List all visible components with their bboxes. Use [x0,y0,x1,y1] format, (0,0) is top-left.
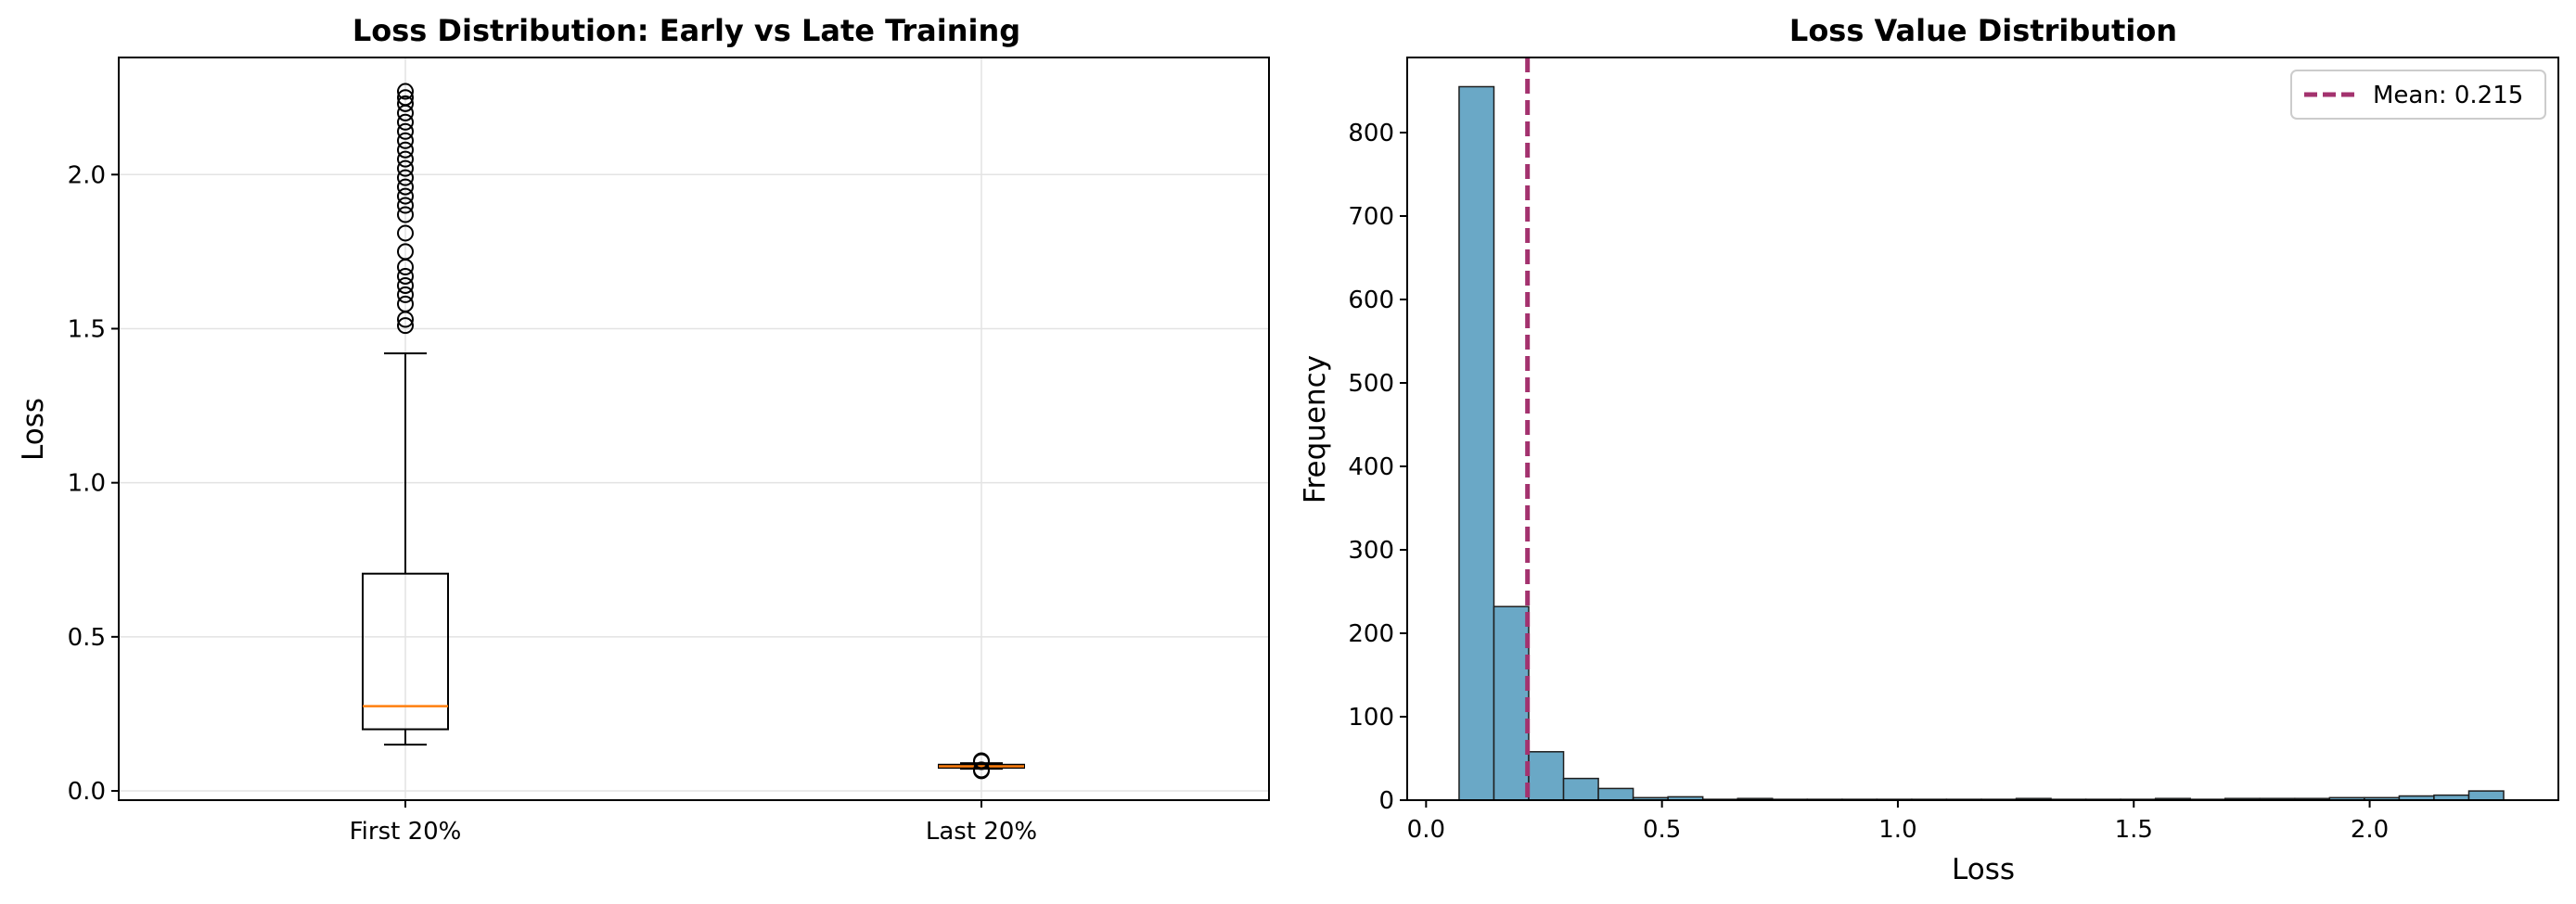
histogram-bar [1597,787,1634,801]
outlier-point [397,122,414,140]
y-tick-label: 700 [1348,203,1394,231]
y-tick-label: 400 [1348,453,1394,481]
y-tick-label: 300 [1348,537,1394,565]
y-tick-label: 800 [1348,120,1394,147]
outlier-point [397,206,414,223]
outlier-point [973,752,990,770]
histogram-bar [1458,85,1495,801]
outlier-point [397,113,414,131]
x-tick-label: First 20% [350,818,462,846]
histogram-panel: Loss Value Distribution 0 100 200 300 400 500… [1299,13,2559,886]
outlier-point [397,169,414,186]
histogram-y-label: Frequency [1299,355,1332,503]
boxplot-title: Loss Distribution: Early vs Late Trainin… [352,13,1020,48]
outlier-point [397,132,414,149]
histogram-y-ticks: 0 100 200 300 400 500 600 700 800 [1348,120,1407,815]
histogram-x-label: Loss [1952,853,2015,886]
boxplot-x-ticks: First 20% Last 20% [350,800,1037,846]
histogram-bar [1562,777,1599,801]
outlier-point [397,224,414,242]
outlier-point [397,187,414,205]
outlier-point [397,141,414,159]
boxplot-grid [119,57,1269,800]
outlier-point [397,178,414,196]
x-tick-label: 2.0 [2351,816,2389,844]
outlier-point [973,761,990,779]
y-tick-label: 1.5 [68,315,106,343]
outlier-point [397,295,414,312]
y-tick-label: 2.0 [68,161,106,189]
boxplot-marks [362,83,1025,780]
outlier-point [397,317,414,335]
y-tick-label: 1.0 [68,470,106,498]
histogram-legend: Mean: 0.215 [2290,70,2546,120]
x-tick-label: 1.5 [2115,816,2153,844]
outlier-point [397,197,414,214]
legend-mean-label: Mean: 0.215 [2373,82,2523,109]
x-tick-label: 1.0 [1878,816,1916,844]
histogram-axes-frame [1406,57,2559,801]
boxplot-y-label: Loss [17,398,50,461]
outlier-point [397,95,414,112]
outlier-point [397,150,414,168]
boxplot-axes-frame [118,57,1270,801]
x-tick-label: 0.0 [1407,816,1445,844]
y-tick-label: 0.0 [68,778,106,806]
y-tick-label: 100 [1348,704,1394,732]
box-iqr [362,572,449,731]
boxplot-panel: Loss Distribution: Early vs Late Trainin… [17,13,1270,846]
x-tick-label: Last 20% [926,818,1037,846]
histogram-marks [1458,57,2505,801]
histogram-title: Loss Value Distribution [1789,13,2177,48]
y-tick-label: 0.5 [68,624,106,652]
outlier-point [397,267,414,285]
outlier-point [397,243,414,261]
legend-frame [2290,70,2546,120]
histogram-bar [1493,605,1530,801]
outlier-point [397,159,414,177]
histogram-bar [2467,790,2505,801]
boxplot-y-ticks: 0.0 0.5 1.0 1.5 2.0 [68,161,119,806]
outlier-point [397,276,414,294]
outlier-point [397,83,414,100]
x-tick-label: 0.5 [1643,816,1681,844]
outlier-point [397,286,414,303]
outlier-point [397,89,414,107]
y-tick-label: 0 [1378,787,1394,815]
y-tick-label: 500 [1348,370,1394,398]
y-tick-label: 600 [1348,286,1394,314]
histogram-bar [1528,751,1565,801]
y-tick-label: 200 [1348,620,1394,648]
histogram-x-ticks: 0.0 0.5 1.0 1.5 2.0 [1407,800,2389,844]
